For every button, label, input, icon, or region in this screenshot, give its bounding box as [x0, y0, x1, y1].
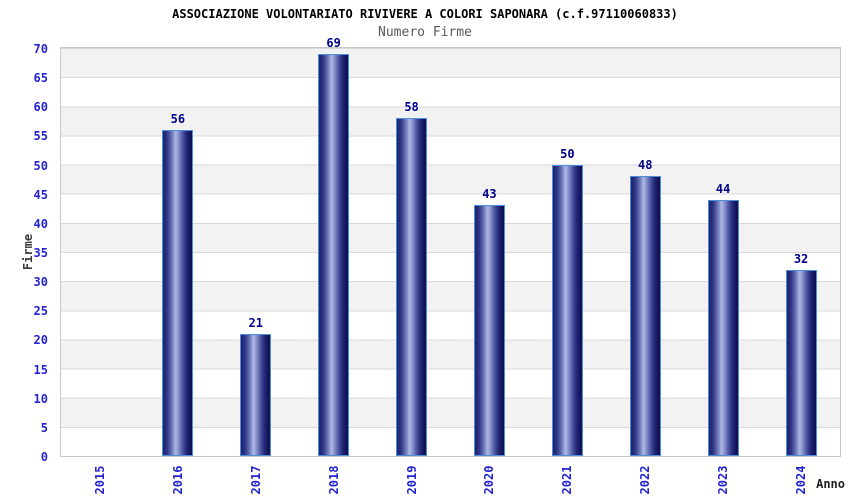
x-tick-label: 2023	[716, 465, 731, 495]
bar-value-label: 44	[715, 181, 731, 196]
bar-2016	[162, 129, 194, 456]
bar-2024	[785, 269, 817, 456]
x-axis-title: Anno	[816, 477, 845, 491]
bar-value-label: 50	[560, 146, 575, 161]
y-tick-label: 55	[33, 129, 48, 144]
y-tick-label: 5	[40, 420, 48, 435]
x-tick-label: 2019	[404, 465, 419, 495]
x-tick-label: 2022	[638, 465, 653, 495]
x-tick-label: 2024	[794, 465, 809, 495]
bar-value-label: 21	[248, 315, 263, 330]
y-tick-label: 10	[33, 391, 48, 406]
bar-2017	[240, 333, 272, 456]
y-tick-label: 65	[33, 71, 48, 86]
x-tick-label: 2020	[482, 465, 497, 495]
x-tick-label: 2017	[248, 465, 263, 495]
y-tick-label: 45	[33, 187, 48, 202]
y-axis-ticks: 0 5 10 15 20 25 30 35 40 45 50 55 60 65 70	[0, 42, 52, 464]
x-axis-ticks: 2015 2016 2017 2018 2019 2020 2021 2022 2023 2024	[60, 457, 841, 500]
x-tick-label: 2018	[326, 465, 341, 495]
chart-title: ASSOCIAZIONE VOLONTARIATO RIVIVERE A COL…	[172, 7, 678, 21]
plot-area: 56 21 69 58 43 50 48 44 32	[60, 36, 841, 457]
y-tick-label: 60	[33, 100, 48, 115]
bar-value-label: 32	[793, 251, 809, 266]
x-tick-label: 2021	[560, 465, 575, 495]
bar-2022	[629, 176, 661, 456]
bar-2023	[707, 199, 739, 456]
y-tick-label: 0	[40, 450, 48, 464]
bar-value-label: 56	[170, 111, 186, 126]
bar-value-label: 58	[404, 99, 419, 114]
bars-layer: 56 21 69 58 43 50 48 44 32	[61, 36, 840, 456]
y-tick-label: 30	[33, 275, 48, 290]
x-tick-label: 2015	[92, 465, 107, 495]
chart-subtitle: Numero Firme	[378, 25, 472, 40]
bar-value-label: 69	[326, 35, 341, 50]
y-tick-label: 50	[33, 158, 48, 173]
bar-2018	[318, 53, 350, 456]
y-tick-label: 40	[33, 216, 48, 231]
y-tick-label: 35	[33, 246, 48, 260]
y-tick-label: 15	[33, 362, 48, 377]
bar-value-label: 48	[638, 158, 653, 173]
y-tick-label: 20	[33, 333, 48, 348]
bar-2020	[473, 205, 505, 456]
bar-2021	[551, 164, 583, 456]
y-tick-label: 25	[33, 304, 48, 319]
x-tick-label: 2016	[170, 465, 185, 495]
y-tick-label: 70	[33, 42, 48, 56]
bar-2019	[396, 117, 428, 456]
bar-value-label: 43	[482, 187, 497, 202]
